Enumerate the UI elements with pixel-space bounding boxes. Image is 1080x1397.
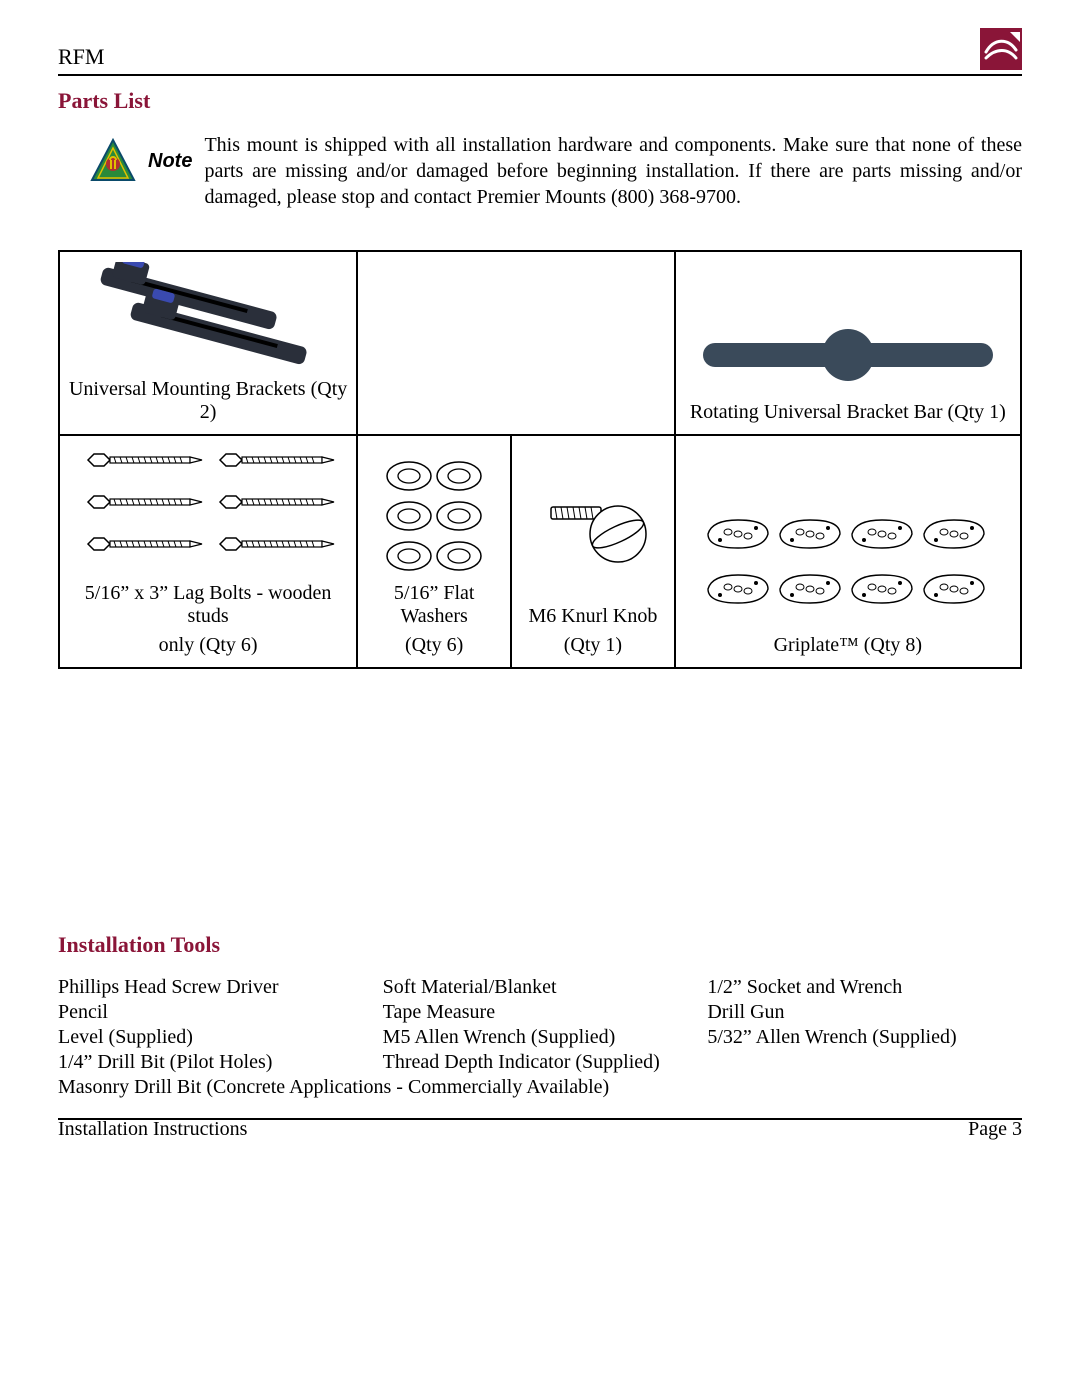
cell-bar: Rotating Universal Bracket Bar (Qty 1) [675,251,1021,435]
tool-item: M5 Allen Wrench (Supplied) [383,1026,698,1049]
brand-logo-icon [980,28,1022,70]
page-header: RFM [58,28,1022,70]
tools-grid: Phillips Head Screw Driver Soft Material… [58,976,1022,1099]
footer-right: Page 3 [968,1118,1022,1141]
tool-item: 1/4” Drill Bit (Pilot Holes) [58,1051,373,1074]
bar-label: Rotating Universal Bracket Bar (Qty 1) [682,401,1014,424]
washers-label-1: 5/16” Flat Washers [364,582,504,628]
lag-bolts-label-2: only (Qty 6) [66,634,350,657]
tools-title: Installation Tools [58,932,1022,958]
cell-knob: M6 Knurl Knob (Qty 1) [511,435,675,668]
tools-block: Installation Tools Phillips Head Screw D… [58,930,1022,1099]
griplate-label: Griplate™ (Qty 8) [682,634,1014,657]
footer-left: Installation Instructions [58,1118,247,1141]
note-block: Note This mount is shipped with all inst… [90,132,1022,210]
tool-item: Drill Gun [707,1001,1022,1024]
page-footer: Installation Instructions Page 3 [58,1118,1022,1141]
tool-item [707,1051,1022,1074]
cell-washers: 5/16” Flat Washers (Qty 6) [357,435,511,668]
cell-griplate: Griplate™ (Qty 8) [675,435,1021,668]
tool-item: Level (Supplied) [58,1026,373,1049]
cell-lag-bolts: 5/16” x 3” Lag Bolts - wooden studs only… [59,435,357,668]
tool-item: Pencil [58,1001,373,1024]
warning-triangle-icon [90,138,136,184]
griplate-icon [682,508,1014,628]
brackets-label: Universal Mounting Brackets (Qty 2) [66,378,350,424]
note-label: Note [148,150,192,173]
parts-table: Universal Mounting Brackets (Qty 2) Rota… [58,250,1022,669]
cell-empty [357,251,674,435]
tool-item: Soft Material/Blanket [383,976,698,999]
parts-list-title: Parts List [58,88,1022,114]
header-rule [58,74,1022,76]
lag-bolts-label-1: 5/16” x 3” Lag Bolts - wooden studs [66,582,350,628]
bar-icon [682,315,1014,395]
header-code: RFM [58,44,104,70]
note-text: This mount is shipped with all installat… [204,132,1022,210]
tool-item: 5/32” Allen Wrench (Supplied) [707,1026,1022,1049]
tool-item: Tape Measure [383,1001,698,1024]
brackets-icon [66,262,350,372]
cell-brackets: Universal Mounting Brackets (Qty 2) [59,251,357,435]
tool-item: Phillips Head Screw Driver [58,976,373,999]
washers-label-2: (Qty 6) [364,634,504,657]
washers-icon [364,456,504,576]
tool-item: 1/2” Socket and Wrench [707,976,1022,999]
tool-item-full: Masonry Drill Bit (Concrete Applications… [58,1076,1022,1099]
tool-item: Thread Depth Indicator (Supplied) [383,1051,698,1074]
knob-label-1: M6 Knurl Knob [518,605,668,628]
knob-label-2: (Qty 1) [518,634,668,657]
knob-icon [518,479,668,599]
lag-bolts-icon [66,446,350,576]
